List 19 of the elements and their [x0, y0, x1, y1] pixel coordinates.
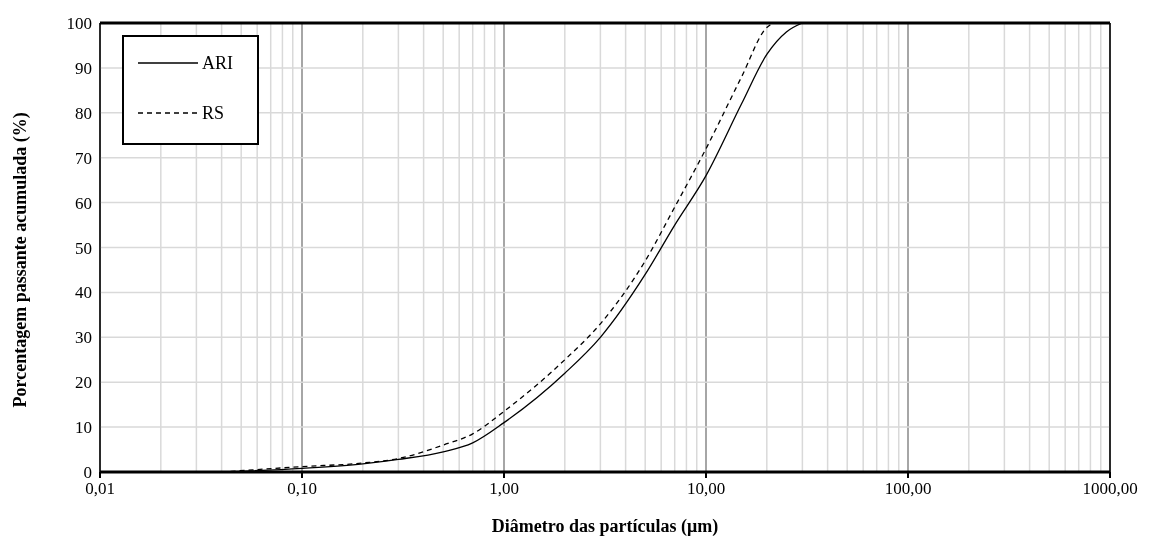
y-tick-label: 30	[75, 328, 92, 348]
y-tick-label: 20	[75, 373, 92, 393]
x-tick-label: 1000,00	[1082, 479, 1138, 498]
y-tick-label: 50	[75, 238, 92, 258]
x-tick-label: 100,00	[884, 479, 932, 498]
y-tick-label: 10	[75, 418, 92, 438]
legend-label: RS	[202, 102, 225, 124]
y-tick-label: 60	[75, 193, 92, 213]
y-tick-label: 40	[75, 283, 92, 303]
y-tick-label: 90	[75, 58, 92, 78]
x-axis-title: Diâmetro das partículas (μm)	[491, 516, 719, 537]
x-tick-label: 1,00	[489, 479, 519, 498]
x-tick-label: 0,10	[287, 479, 317, 498]
y-axis-title: Porcentagem passante acumulada (%)	[10, 112, 32, 408]
x-tick-label: 10,00	[686, 479, 726, 498]
legend-label: ARI	[202, 52, 233, 74]
y-tick-label: 80	[75, 103, 92, 123]
y-tick-label: 100	[66, 14, 92, 34]
y-tick-label: 70	[75, 148, 92, 168]
